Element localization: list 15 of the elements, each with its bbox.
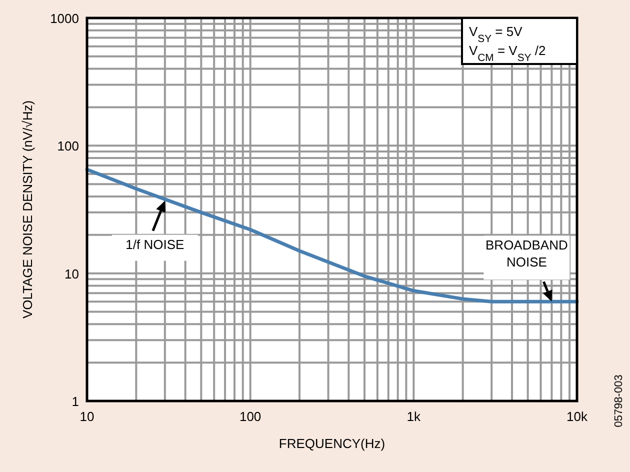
- y-tick-label: 1: [72, 394, 79, 409]
- y-tick-label: 1000: [50, 11, 79, 26]
- y-axis-title: VOLTAGE NOISE DENSITY (nV/√Hz): [20, 100, 35, 319]
- x-tick-label: 10: [80, 409, 94, 424]
- text: 05798-003: [613, 374, 625, 428]
- x-axis-title: FREQUENCY(Hz): [278, 436, 386, 451]
- annotation: BROADBAND NOISE: [486, 238, 568, 270]
- y-tick-label: 100: [57, 138, 79, 154]
- x-tick-label: 10k: [566, 409, 588, 424]
- annotation: 1/f NOISE: [126, 236, 185, 252]
- annotation: V$_{SY}$ = 5V: [469, 24, 523, 44]
- x-tick-label: 100: [239, 409, 262, 424]
- x-tick-label: 1k: [406, 409, 422, 424]
- annotation: V$_{CM}$ = V$_{SY}$ /2: [469, 43, 546, 64]
- y-tick-label: 10: [64, 266, 79, 282]
